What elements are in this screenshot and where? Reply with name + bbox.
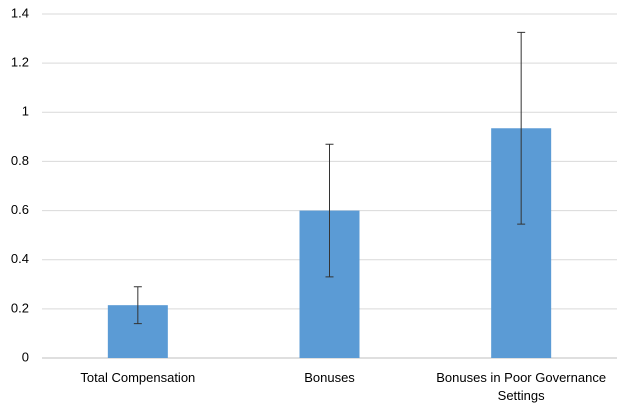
error-bar bbox=[133, 286, 142, 325]
x-tick-label: Bonuses bbox=[304, 370, 355, 385]
x-tick-label: Bonuses in Poor Governance Settings bbox=[436, 370, 607, 403]
y-tick-label: 0.8 bbox=[11, 153, 29, 168]
y-tick-label: 0 bbox=[22, 349, 29, 364]
error-bar bbox=[325, 143, 334, 278]
y-tick-label: 0.2 bbox=[11, 300, 29, 315]
y-tick-label: 1 bbox=[22, 104, 29, 119]
y-tick-label: 0.6 bbox=[11, 202, 29, 217]
y-tick-label: 1.4 bbox=[11, 5, 29, 20]
x-tick-label: Total Compensation bbox=[80, 370, 196, 385]
error-bar bbox=[517, 31, 526, 225]
y-tick-label: 1.2 bbox=[11, 55, 29, 70]
y-tick-label: 0.4 bbox=[11, 251, 29, 266]
